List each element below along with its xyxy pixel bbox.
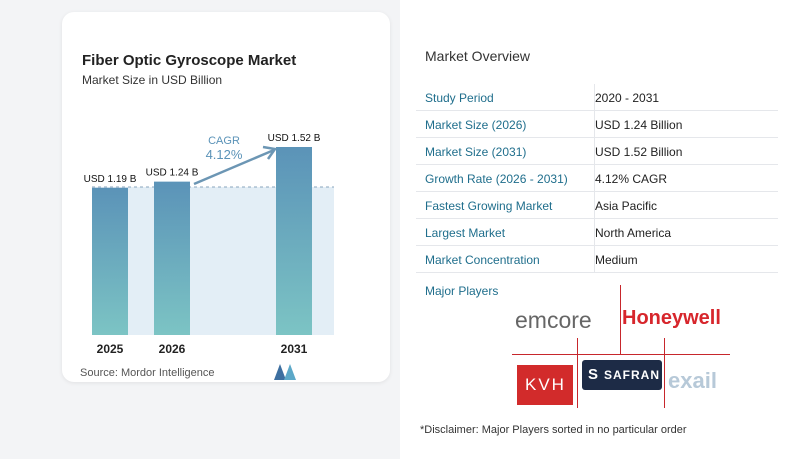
overview-panel: Market Overview Study Period 2020 - 2031… [400,0,800,459]
row-divider [594,111,595,137]
logo-grid-divider [620,285,621,355]
row-divider [594,165,595,191]
safran-logo-text: SAFRAN [604,368,660,382]
logo-grid-divider [577,338,578,408]
overview-row-concentration: Market Concentration Medium [416,246,778,273]
overview-row-fastest-growing: Fastest Growing Market Asia Pacific [416,192,778,219]
row-divider [594,246,595,272]
cagr-value: 4.12% [206,147,243,162]
bar-2025 [92,187,128,335]
row-value: USD 1.24 Billion [595,118,683,132]
x-tick-label: 2026 [159,342,186,356]
row-divider [594,84,595,110]
overview-title: Market Overview [425,48,531,64]
bar-value-label: USD 1.19 B [84,174,137,185]
safran-mark-icon: S [588,366,599,383]
honeywell-logo: Honeywell [622,307,721,329]
row-divider [594,219,595,245]
cagr-arrow [193,145,278,186]
row-divider [594,192,595,218]
emcore-logo: emcore [515,307,592,333]
source-note: Source: Mordor Intelligence [80,367,215,379]
row-label: Largest Market [425,226,506,240]
x-tick-label: 2025 [97,342,124,356]
disclaimer: *Disclaimer: Major Players sorted in no … [420,424,687,436]
overview-row-growth-rate: Growth Rate (2026 - 2031) 4.12% CAGR [416,165,778,192]
safran-logo: S SAFRAN [582,360,662,390]
exail-logo: exail [668,368,717,393]
chart-card: Fiber Optic Gyroscope Market Market Size… [62,12,390,382]
row-value: North America [595,226,672,240]
row-value: 4.12% CAGR [595,172,668,186]
row-label: Market Concentration [425,253,540,267]
logo-grid-divider [512,354,730,355]
bar-value-label: USD 1.52 B [268,133,321,144]
overview-row-largest-market: Largest Market North America [416,219,778,246]
chart-subtitle: Market Size in USD Billion [82,73,223,87]
row-value: 2020 - 2031 [595,91,660,105]
row-label: Growth Rate (2026 - 2031) [425,172,568,186]
row-label: Market Size (2031) [425,145,527,159]
bar-2031 [276,147,312,335]
row-value: Medium [595,253,638,267]
row-label: Study Period [425,91,494,105]
row-label: Market Size (2026) [425,118,527,132]
bar-chart: USD 1.19 B 2025 USD 1.24 B 2026 USD 1.52 B 20… [84,133,334,356]
kvh-logo: KVH [517,365,573,405]
row-value: Asia Pacific [595,199,658,213]
row-value: USD 1.52 Billion [595,145,683,159]
overview-row-market-size-2026: Market Size (2026) USD 1.24 Billion [416,111,778,138]
logo-grid-divider [664,338,665,408]
mordor-logo-icon [274,364,296,380]
overview-row-market-size-2031: Market Size (2031) USD 1.52 Billion [416,138,778,165]
chart-title: Fiber Optic Gyroscope Market [82,52,297,69]
row-divider [594,138,595,164]
kvh-logo-text: KVH [525,375,566,394]
major-players-label: Major Players [425,284,499,298]
cagr-label: CAGR [208,135,240,147]
bar-2026 [154,181,190,335]
bar-value-label: USD 1.24 B [146,168,199,179]
row-label: Fastest Growing Market [425,199,553,213]
x-tick-label: 2031 [281,342,308,356]
overview-row-study-period: Study Period 2020 - 2031 [416,84,778,111]
